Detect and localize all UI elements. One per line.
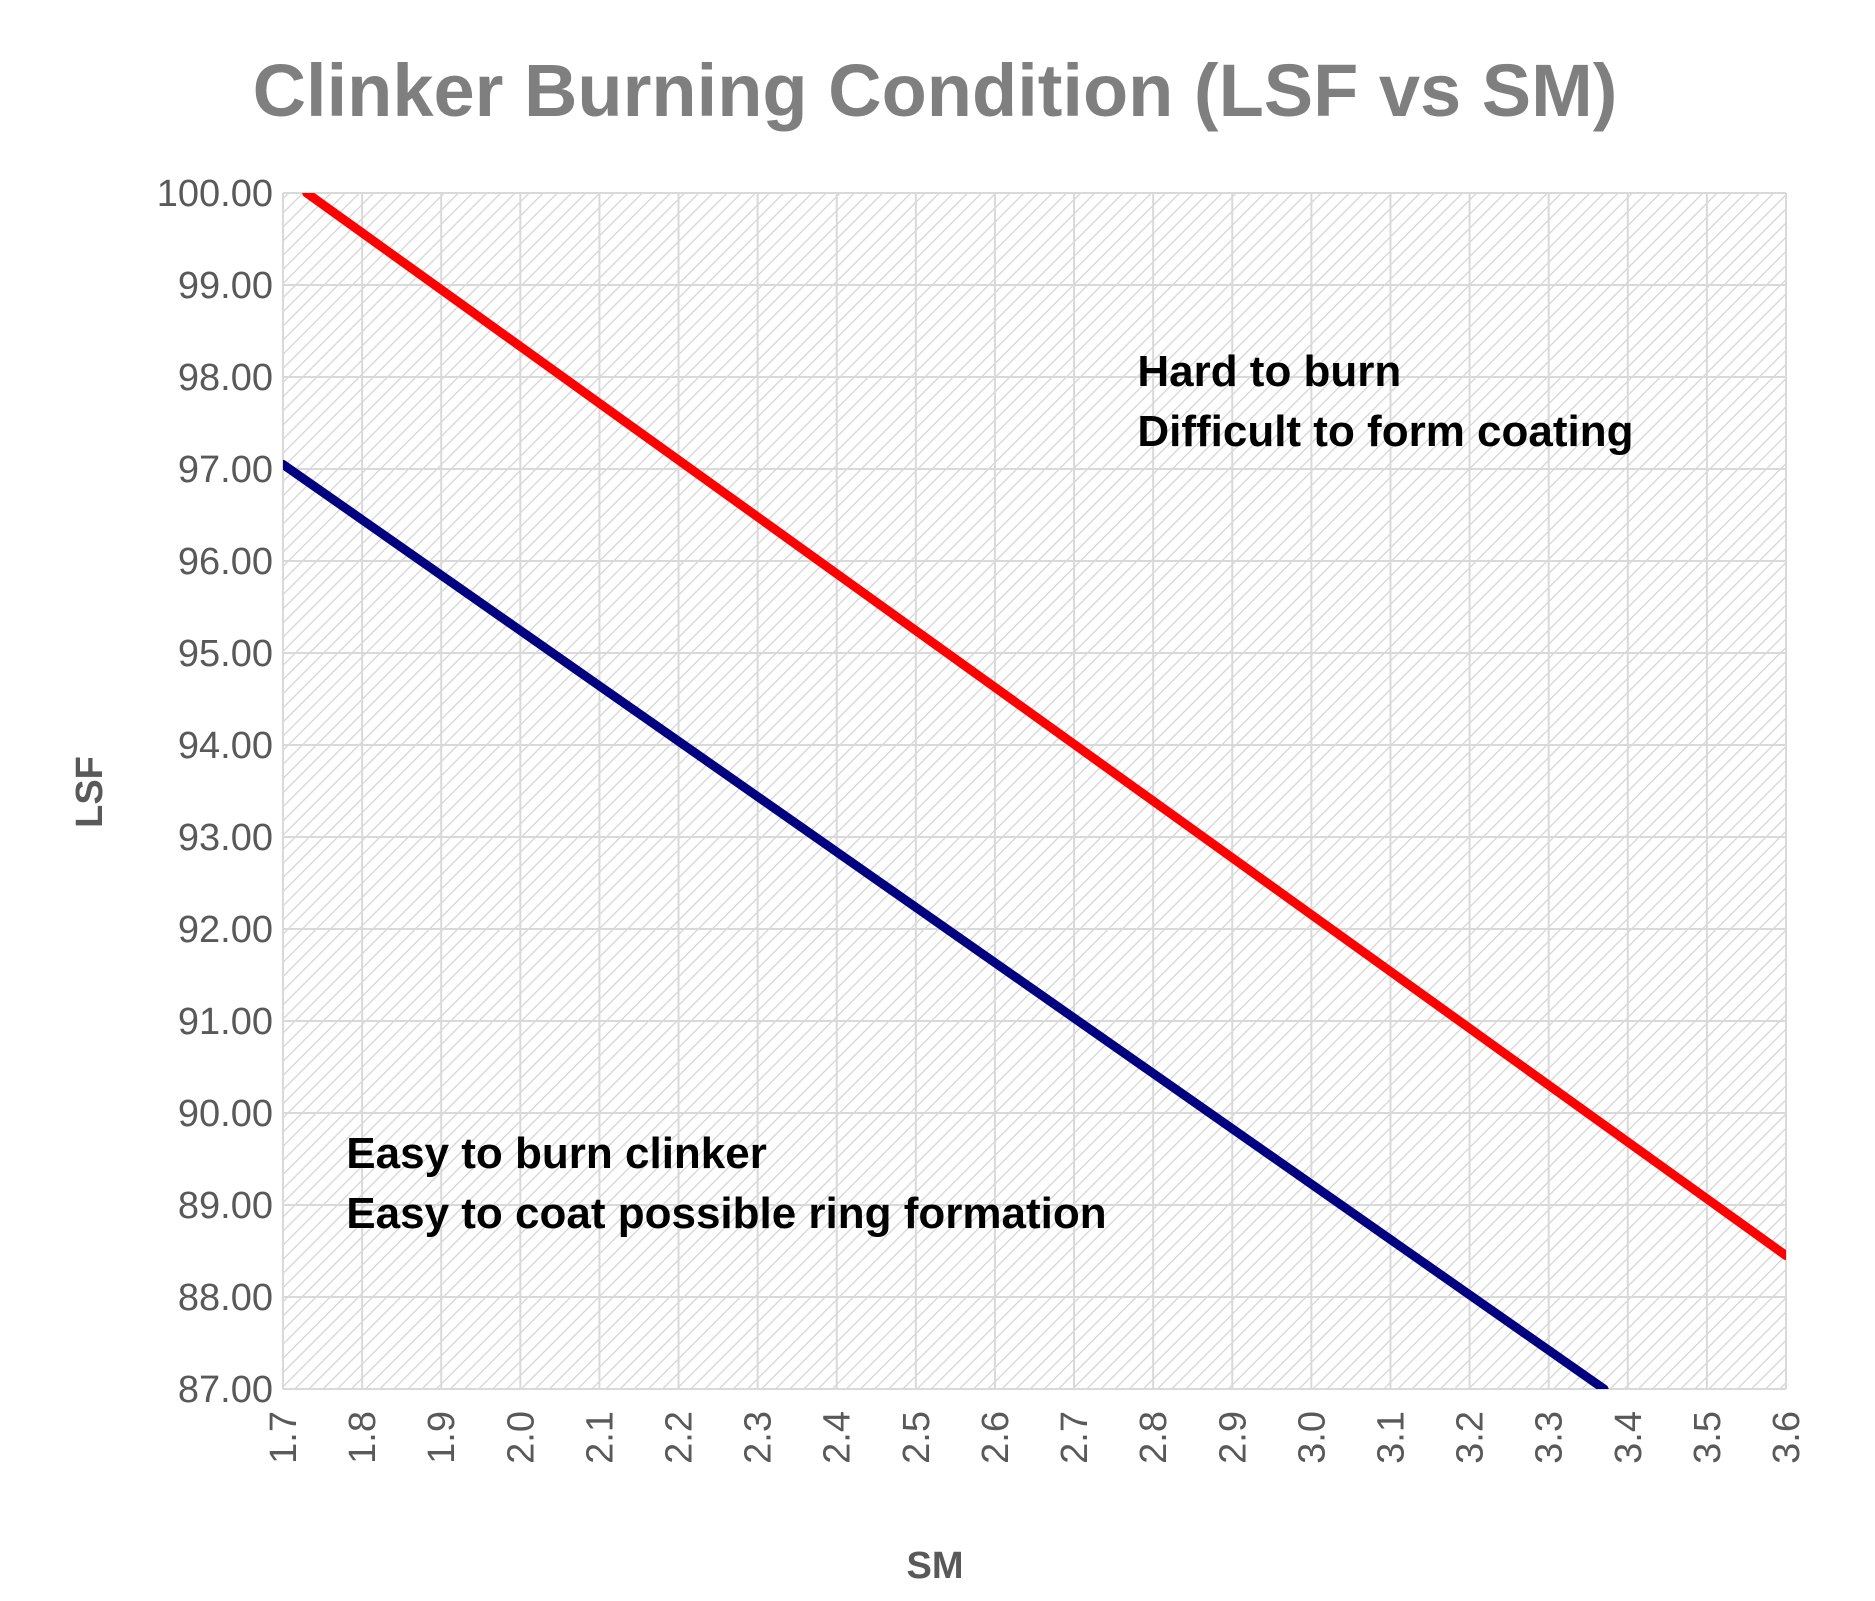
y-tick-label: 95.00 bbox=[178, 633, 273, 675]
y-axis-title: LSF bbox=[69, 756, 111, 828]
x-tick-label: 2.6 bbox=[975, 1411, 1017, 1464]
y-tick-label: 99.00 bbox=[178, 265, 273, 307]
series-lines bbox=[283, 193, 1786, 1389]
y-axis-tick-labels: 100.00 99.00 98.00 97.00 96.00 95.00 94.00 93.0… bbox=[157, 173, 273, 1411]
x-tick-label: 2.0 bbox=[500, 1411, 542, 1464]
x-tick-label: 2.8 bbox=[1133, 1411, 1175, 1464]
y-tick-label: 92.00 bbox=[178, 909, 273, 951]
y-tick-label: 98.00 bbox=[178, 357, 273, 399]
y-tick-label: 91.00 bbox=[178, 1001, 273, 1043]
annotation-2-line-2: Easy to coat possible ring formation bbox=[346, 1189, 1106, 1238]
annotation-2-line-1: Easy to burn clinker bbox=[346, 1129, 767, 1178]
y-tick-label: 93.00 bbox=[178, 817, 273, 859]
y-tick-label: 89.00 bbox=[178, 1185, 273, 1227]
x-tick-label: 3.2 bbox=[1450, 1411, 1492, 1464]
x-tick-label: 1.9 bbox=[421, 1411, 463, 1464]
x-tick-label: 3.6 bbox=[1766, 1411, 1808, 1464]
annotations: Hard to burn Difficult to form coating Eas… bbox=[346, 347, 1633, 1238]
x-tick-label: 2.9 bbox=[1212, 1411, 1254, 1464]
x-tick-label: 1.7 bbox=[263, 1411, 305, 1464]
x-tick-label: 3.3 bbox=[1529, 1411, 1571, 1464]
annotation-1-line-1: Hard to burn bbox=[1137, 347, 1401, 396]
x-tick-label: 3.5 bbox=[1687, 1411, 1729, 1464]
x-tick-label: 2.7 bbox=[1054, 1411, 1096, 1464]
x-tick-label: 2.1 bbox=[579, 1411, 621, 1464]
x-tick-label: 2.4 bbox=[817, 1411, 859, 1464]
x-tick-label: 1.8 bbox=[342, 1411, 384, 1464]
y-tick-label: 96.00 bbox=[178, 541, 273, 583]
series-line-2 bbox=[283, 459, 1609, 1389]
gridlines bbox=[282, 192, 1787, 1390]
y-tick-label: 87.00 bbox=[178, 1369, 273, 1411]
x-tick-label: 3.4 bbox=[1608, 1411, 1650, 1464]
plot-area bbox=[283, 193, 1786, 1389]
y-tick-label: 100.00 bbox=[157, 173, 273, 215]
series-line-1 bbox=[302, 193, 1786, 1261]
y-tick-label: 94.00 bbox=[178, 725, 273, 767]
y-tick-label: 97.00 bbox=[178, 449, 273, 491]
x-tick-label: 3.1 bbox=[1370, 1411, 1412, 1464]
x-axis-title: SM bbox=[907, 1545, 964, 1587]
y-tick-label: 90.00 bbox=[178, 1093, 273, 1135]
x-axis-tick-labels: 1.7 1.8 1.9 2.0 2.1 2.2 2.3 2.4 2.5 2.6 2.7 2.8 2.9 3… bbox=[263, 1411, 1808, 1464]
x-tick-label: 2.2 bbox=[659, 1411, 701, 1464]
x-tick-label: 2.5 bbox=[896, 1411, 938, 1464]
y-tick-label: 88.00 bbox=[178, 1277, 273, 1319]
x-tick-label: 3.0 bbox=[1291, 1411, 1333, 1464]
x-tick-label: 2.3 bbox=[738, 1411, 780, 1464]
annotation-1-line-2: Difficult to form coating bbox=[1137, 407, 1633, 456]
chart-title: Clinker Burning Condition (LSF vs SM) bbox=[253, 49, 1618, 132]
